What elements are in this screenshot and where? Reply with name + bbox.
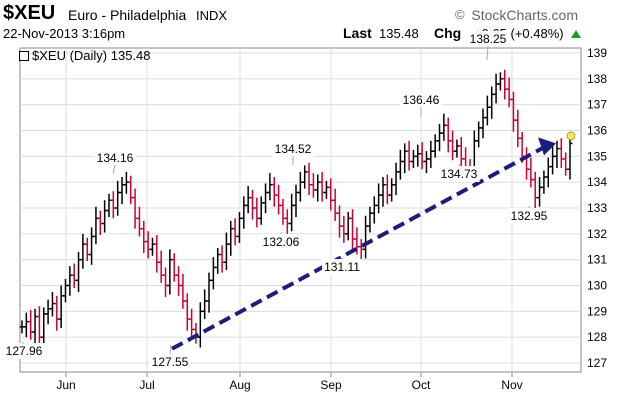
up-arrow-icon — [571, 30, 581, 38]
y-tick-label: 133 — [587, 201, 607, 215]
chart-header: $XEU Euro - Philadelphia INDX © StockCha… — [0, 0, 620, 48]
last-price-marker-icon — [566, 131, 576, 141]
annotation-leader — [280, 231, 283, 235]
x-tick-label: Aug — [229, 378, 250, 392]
y-tick-label: 127 — [587, 356, 607, 370]
x-tick-label: Sep — [320, 378, 342, 392]
last-label: Last — [343, 25, 372, 41]
exchange-label: INDX — [196, 8, 228, 23]
y-tick-label: 136 — [587, 124, 607, 138]
x-tick-label: Jun — [56, 378, 75, 392]
price-annotation: 136.46 — [403, 93, 440, 107]
instrument-name: Euro - Philadelphia — [68, 7, 187, 23]
y-tick-label: 134 — [587, 175, 607, 189]
y-tick-label: 129 — [587, 304, 607, 318]
y-tick-label: 131 — [587, 253, 607, 267]
date-label: 22-Nov-2013 3:16pm — [3, 26, 126, 41]
price-annotation-bg — [94, 150, 136, 166]
price-annotation: 134.52 — [275, 142, 312, 156]
symbol-title: $XEU — [3, 2, 56, 24]
price-annotation: 127.96 — [6, 344, 43, 358]
price-annotation: 134.73 — [441, 167, 478, 181]
last-value: 135.48 — [379, 26, 419, 41]
trend-line — [171, 146, 543, 351]
price-annotation: 132.95 — [511, 209, 548, 223]
price-annotation-bg — [438, 166, 480, 182]
x-tick-label: Nov — [501, 378, 522, 392]
copyright-icon: © — [455, 7, 465, 22]
annotation-leader — [169, 344, 172, 355]
price-annotation-bg — [272, 141, 314, 157]
price-annotation-bg — [260, 234, 302, 250]
price-annotation-bg — [3, 343, 45, 359]
x-tick-label: Oct — [412, 378, 431, 392]
legend-text: $XEU (Daily) 135.48 — [32, 48, 151, 63]
price-annotation: 134.16 — [97, 151, 134, 165]
annotation-leader — [458, 163, 461, 167]
y-tick-label: 138 — [587, 72, 607, 86]
y-tick-label: 137 — [587, 98, 607, 112]
y-tick-label: 139 — [587, 46, 607, 60]
x-tick-label: Jul — [139, 378, 154, 392]
annotation-leader — [486, 45, 489, 61]
price-annotation-bg — [322, 259, 363, 275]
source-label: StockCharts.com — [471, 7, 578, 23]
y-tick-label: 130 — [587, 279, 607, 293]
price-annotation-bg — [467, 31, 509, 47]
price-annotation-bg — [508, 208, 550, 224]
chg-label: Chg — [434, 25, 462, 41]
trend-arrow-icon — [538, 137, 556, 156]
price-annotation-bg — [400, 92, 442, 108]
annotation-leader — [112, 164, 116, 175]
y-tick-label: 135 — [587, 149, 607, 163]
annotation-leader — [341, 257, 344, 260]
price-annotation-bg — [149, 354, 191, 370]
y-tick-label: 132 — [587, 227, 607, 241]
y-tick-label: 128 — [587, 330, 607, 344]
price-annotation: 138.25 — [470, 32, 507, 46]
price-annotation: 127.55 — [152, 355, 189, 369]
price-annotation: 131.11 — [324, 260, 360, 274]
price-annotation: 132.06 — [263, 235, 300, 249]
chart-legend: $XEU (Daily) 135.48 — [19, 48, 151, 63]
legend-swatch-icon — [19, 51, 29, 61]
